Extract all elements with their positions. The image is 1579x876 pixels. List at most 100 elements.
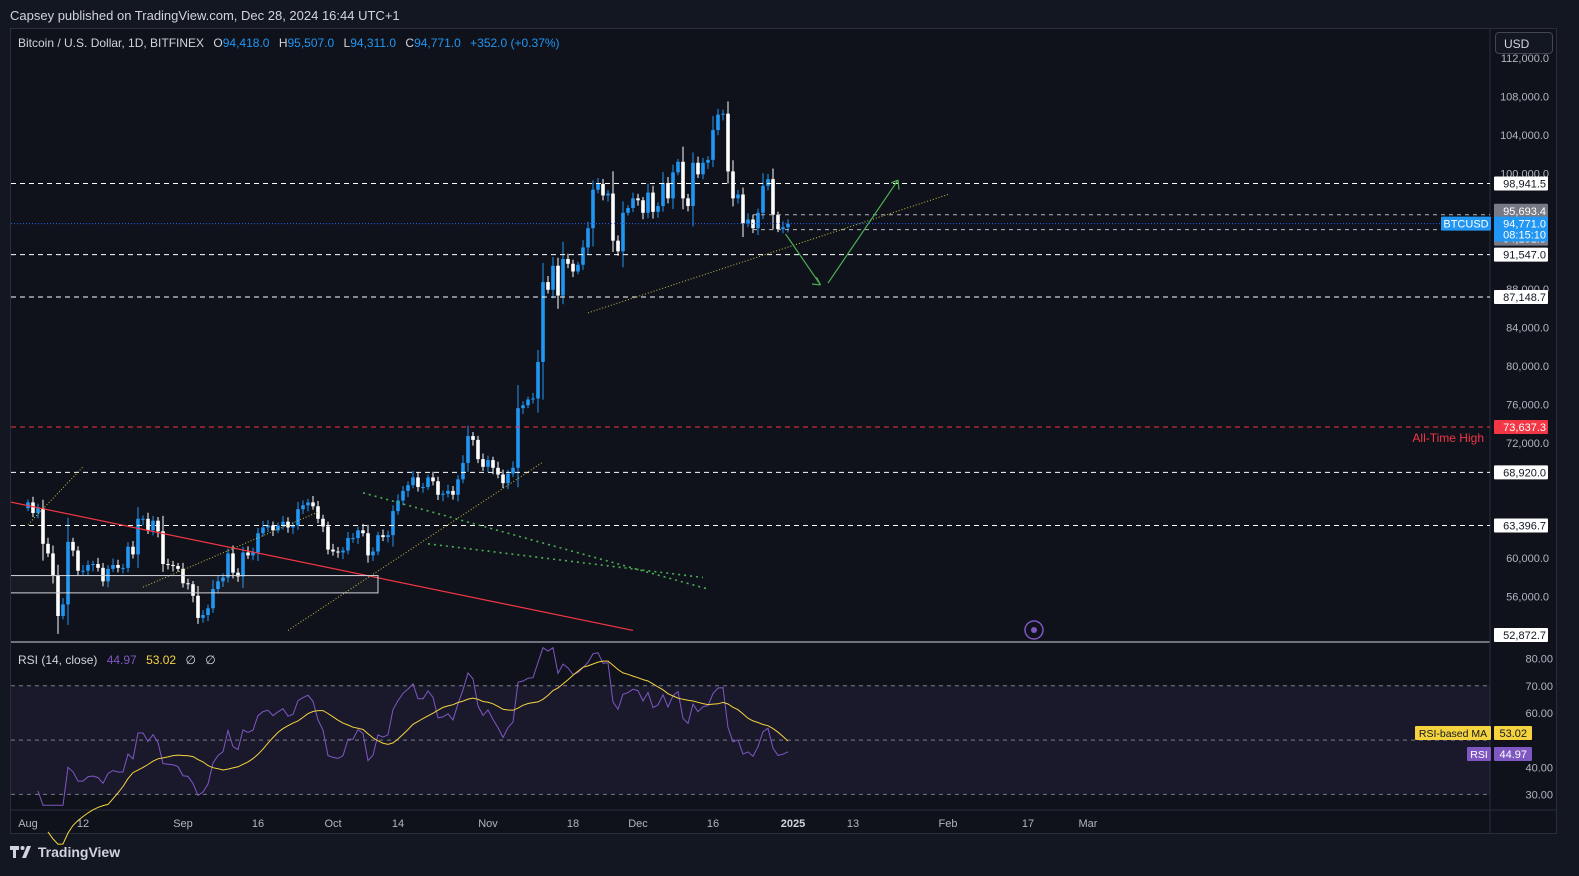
- candle-body: [361, 530, 365, 534]
- candle-body: [496, 467, 500, 475]
- candle-body: [661, 182, 665, 207]
- candle-body: [716, 114, 720, 131]
- tradingview-brand[interactable]: TradingView: [10, 844, 120, 860]
- time-tick-label: Oct: [324, 818, 341, 830]
- level-tag-bg: [1494, 290, 1548, 305]
- rsi-tick-label: 60.00: [1525, 708, 1553, 720]
- ath-label: All-Time High: [1412, 431, 1484, 445]
- candle-body: [296, 509, 300, 526]
- channel-line: [587, 194, 949, 314]
- time-tick-label: Nov: [478, 818, 498, 830]
- candle-body: [396, 500, 400, 512]
- rsi-ma-tag: RSI-based MA: [1419, 728, 1487, 740]
- candle-body: [241, 552, 245, 577]
- candle-body: [576, 264, 580, 272]
- level-tag: 68,920.0: [1503, 467, 1546, 479]
- idea-marker-dot: [1031, 627, 1037, 633]
- time-tick-label: 12: [77, 818, 89, 830]
- candle-body: [246, 552, 250, 556]
- candle-body: [56, 575, 60, 616]
- idea-marker-icon: [1024, 620, 1044, 640]
- candle-body: [601, 183, 605, 196]
- candle-body: [291, 525, 295, 528]
- candle-body: [131, 546, 135, 555]
- candle-body: [586, 228, 590, 248]
- price-tick-label: 60,000.0: [1506, 553, 1549, 565]
- candle-body: [251, 552, 255, 556]
- price-tick-label: 56,000.0: [1506, 592, 1549, 604]
- candle-body: [471, 436, 475, 440]
- candle-body: [596, 183, 600, 190]
- candle-body: [721, 113, 725, 115]
- candle-body: [141, 518, 145, 520]
- price-pane: All-Time High: [11, 101, 1490, 634]
- candle-body: [406, 485, 410, 491]
- candle-body: [626, 207, 630, 213]
- candle-body: [221, 577, 225, 582]
- candle-body: [76, 550, 80, 571]
- candle-body: [266, 525, 270, 528]
- candle-body: [771, 179, 775, 215]
- candle-body: [521, 405, 525, 409]
- candle-body: [261, 527, 265, 534]
- time-tick-label: 14: [392, 818, 404, 830]
- candle-body: [306, 502, 310, 506]
- price-tick-label: 76,000.0: [1506, 399, 1549, 411]
- rsi-value-tag-bg: [1494, 747, 1532, 761]
- candle-body: [511, 467, 515, 474]
- candle-body: [36, 508, 40, 514]
- time-tick-label: 16: [252, 818, 264, 830]
- rsi-ma-value: 53.02: [146, 653, 177, 667]
- candle-body: [561, 258, 565, 296]
- level-tag-bg: [1494, 518, 1548, 533]
- low-value: 94,311.0: [350, 36, 397, 50]
- level-tag: 98,941.5: [1503, 179, 1546, 191]
- hidden-icon[interactable]: ∅: [185, 653, 196, 667]
- close-label: C: [405, 36, 415, 50]
- candle-body: [201, 615, 205, 618]
- candle-body: [616, 240, 620, 252]
- symbol-title: Bitcoin / U.S. Dollar, 1D, BITFINEX: [18, 36, 205, 50]
- level-tag-bg: [1494, 176, 1548, 191]
- rsi-ma-tag-bg: [1415, 726, 1491, 740]
- brand-name: TradingView: [37, 844, 121, 860]
- rsi-tick-label: 80.00: [1525, 654, 1553, 666]
- hidden-icon[interactable]: ∅: [205, 653, 216, 667]
- candle-body: [426, 477, 430, 488]
- candle-body: [441, 493, 445, 495]
- candle-body: [761, 185, 765, 213]
- candle-body: [711, 130, 715, 160]
- currency-button[interactable]: USD: [1495, 32, 1553, 54]
- candle-body: [656, 206, 660, 212]
- candle-body: [486, 460, 490, 467]
- candle-body: [451, 490, 455, 495]
- candle-body: [651, 192, 655, 212]
- candle-body: [636, 198, 640, 201]
- candle-body: [111, 564, 115, 569]
- candle-body: [531, 398, 535, 400]
- candle-body: [216, 581, 220, 590]
- candle-body: [206, 608, 210, 616]
- candle-body: [551, 265, 555, 290]
- candle-body: [736, 194, 740, 199]
- rsi-ma-line: [47, 660, 789, 845]
- level-tag: 91,547.0: [1503, 250, 1546, 262]
- rsi-legend: RSI (14, close) 44.97 53.02 ∅ ∅: [18, 653, 216, 667]
- projection-arrow: [827, 179, 899, 284]
- price-tick-label: 112,000.0: [1501, 53, 1549, 65]
- time-tick-label: 18: [567, 818, 579, 830]
- candle-body: [431, 477, 435, 482]
- candle-body: [316, 506, 320, 519]
- candle-body: [376, 535, 380, 552]
- candle-body: [526, 399, 530, 406]
- candle-body: [491, 460, 495, 468]
- candle-body: [501, 474, 505, 484]
- level-tag: 95,693.4: [1503, 206, 1546, 218]
- candle-body: [276, 525, 280, 531]
- countdown-timer: 08:15:10: [1503, 230, 1546, 242]
- candle-body: [481, 459, 485, 467]
- symbol-tag-bg: [1441, 216, 1491, 231]
- candle-body: [681, 161, 685, 199]
- candle-body: [776, 214, 780, 230]
